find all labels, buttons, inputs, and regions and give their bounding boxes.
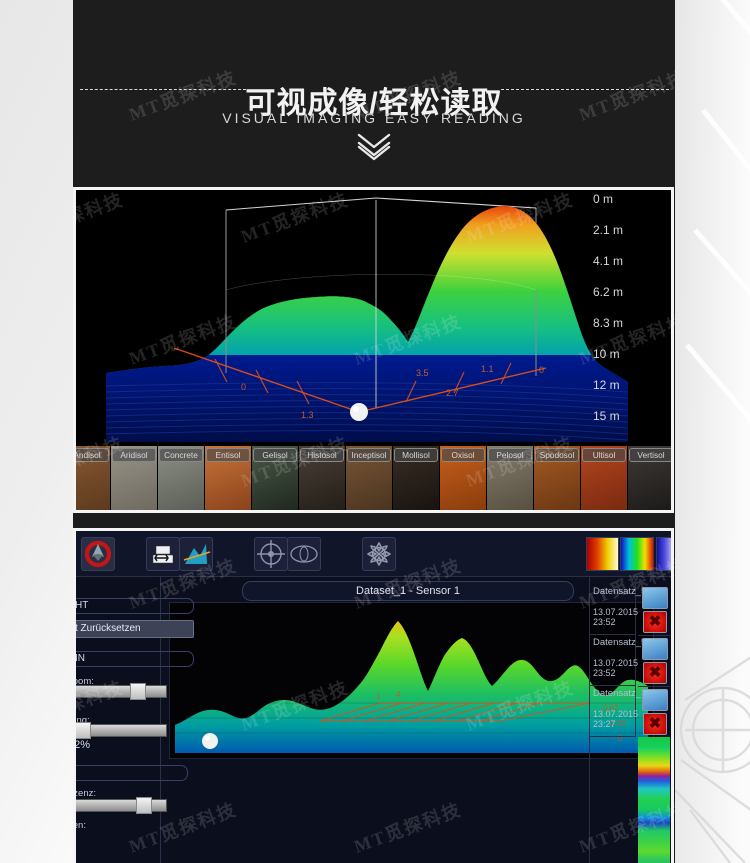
svg-text:4: 4 bbox=[396, 690, 401, 699]
svg-text:1: 1 bbox=[376, 692, 381, 701]
svg-text:1.3: 1.3 bbox=[301, 410, 314, 420]
svg-text:0: 0 bbox=[539, 365, 544, 375]
svg-text:1.1: 1.1 bbox=[481, 364, 494, 374]
svg-text:2.7: 2.7 bbox=[446, 388, 459, 398]
svg-text:3.5: 3.5 bbox=[416, 368, 429, 378]
svg-text:0: 0 bbox=[241, 382, 246, 392]
